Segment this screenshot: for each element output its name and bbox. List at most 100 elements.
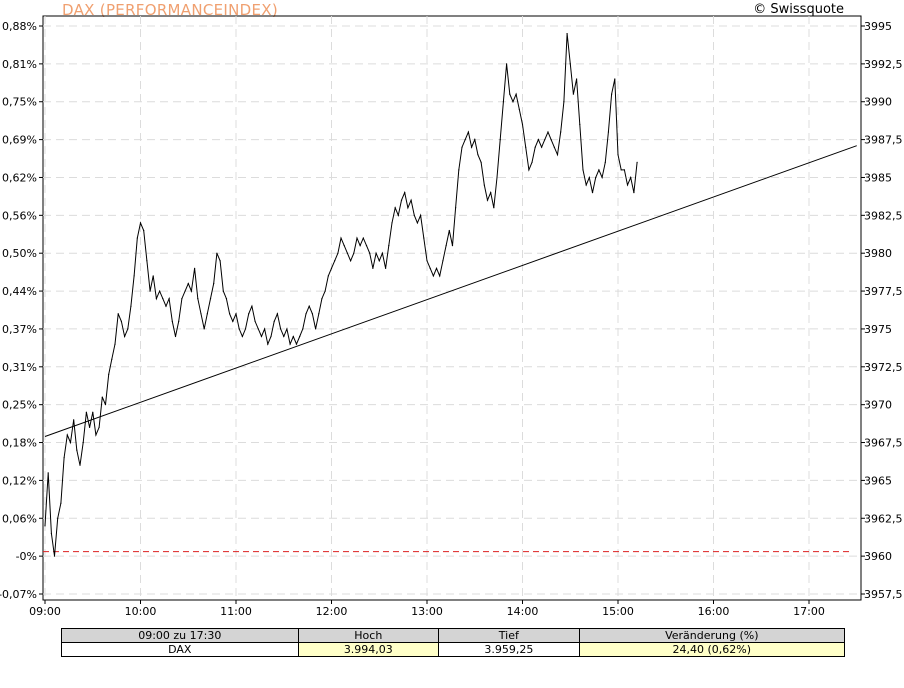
y-right-tick-label: 3967,5 <box>864 437 903 450</box>
price-point <box>130 305 132 307</box>
price-point <box>458 169 460 171</box>
price-point <box>200 313 202 315</box>
price-point <box>623 169 625 171</box>
price-point <box>295 343 298 345</box>
x-tick-label: 17:00 <box>793 605 825 618</box>
x-tick-label: 09:00 <box>29 605 61 618</box>
price-point <box>493 207 495 209</box>
x-tick-label: 14:00 <box>507 605 539 618</box>
price-point <box>276 313 278 315</box>
price-point <box>541 146 543 148</box>
price-point <box>139 222 142 224</box>
price-point <box>413 214 415 216</box>
price-point <box>410 199 412 201</box>
y-right-tick-label: 3995 <box>864 20 892 33</box>
price-point <box>174 335 177 338</box>
y-right-tick-label: 3987,5 <box>864 134 903 147</box>
price-point <box>60 502 62 504</box>
price-point <box>420 214 422 216</box>
price-point <box>222 290 224 292</box>
x-tick-label: 12:00 <box>316 605 348 618</box>
price-point <box>79 464 81 466</box>
x-tick-label: 11:00 <box>220 605 252 618</box>
price-point <box>95 434 97 436</box>
price-point <box>279 328 282 330</box>
y-right-tick-label: 3990 <box>864 96 892 109</box>
price-point <box>209 298 212 300</box>
price-point <box>630 176 632 179</box>
price-point <box>528 169 530 171</box>
y-right-tick-label: 3982,5 <box>864 209 903 222</box>
y-left-tick-label: 0,06% <box>2 512 37 525</box>
price-point <box>429 267 431 269</box>
price-point <box>518 108 520 110</box>
price-point <box>416 222 419 224</box>
price-point <box>388 245 390 247</box>
price-point <box>53 555 56 557</box>
price-point <box>327 275 329 277</box>
price-point <box>512 101 514 103</box>
y-right-tick-label: 3957,5 <box>864 588 903 601</box>
price-point <box>381 252 384 254</box>
y-right-tick-label: 3977,5 <box>864 285 903 298</box>
y-right-tick-label: 3992,5 <box>864 58 903 71</box>
price-point <box>585 184 587 186</box>
summary-header-change: Veränderung (%) <box>578 628 846 643</box>
y-right-tick-label: 3962,5 <box>864 512 903 525</box>
price-point <box>633 192 635 194</box>
y-left-tick-label: 0,44% <box>2 285 37 298</box>
trend-line <box>44 145 857 437</box>
price-point <box>544 139 546 141</box>
summary-header-high: Hoch <box>297 628 440 643</box>
price-point <box>136 237 138 239</box>
price-point <box>572 93 575 95</box>
price-point <box>343 245 345 247</box>
price-point <box>235 313 237 315</box>
price-point <box>620 169 622 171</box>
price-point <box>534 146 536 148</box>
price-point <box>591 192 594 194</box>
price-point <box>324 290 326 292</box>
x-tick-label: 16:00 <box>698 605 730 618</box>
price-point <box>423 237 425 239</box>
summary-header-low: Tief <box>438 628 580 643</box>
price-point <box>241 335 243 338</box>
price-point <box>273 320 275 322</box>
price-point <box>611 93 613 95</box>
price-point <box>123 335 126 338</box>
price-point <box>248 313 250 315</box>
price-point <box>582 169 584 171</box>
price-point <box>480 161 482 163</box>
price-point <box>467 131 469 133</box>
price-point <box>502 101 504 103</box>
price-point <box>461 146 463 148</box>
price-point <box>146 260 148 262</box>
y-right-tick-label: 3980 <box>864 247 892 260</box>
price-point <box>98 426 100 428</box>
price-point <box>260 335 263 338</box>
price-point <box>576 78 578 80</box>
price-point <box>292 335 294 338</box>
price-point <box>588 176 590 179</box>
price-point <box>85 411 87 413</box>
price-point <box>203 328 205 330</box>
summary-header-period: 09:00 zu 17:30 <box>61 628 299 643</box>
price-point <box>626 184 629 186</box>
price-point <box>101 396 103 398</box>
price-point <box>499 139 501 141</box>
summary-data-row: DAX 3.994,03 3.959,25 24,40 (0,62%) <box>61 642 846 657</box>
price-point <box>356 237 358 239</box>
summary-low-value: 3.959,25 <box>438 642 580 657</box>
price-point <box>407 207 409 209</box>
price-point <box>194 267 196 269</box>
price-point <box>305 313 307 315</box>
price-point <box>486 199 489 201</box>
price-point <box>385 267 387 269</box>
price-point <box>595 176 597 179</box>
price-point <box>299 335 301 338</box>
price-point <box>213 282 215 285</box>
y-right-tick-label: 3985 <box>864 171 892 184</box>
price-point <box>579 123 581 126</box>
price-point <box>560 131 562 133</box>
x-tick-label: 13:00 <box>411 605 443 618</box>
